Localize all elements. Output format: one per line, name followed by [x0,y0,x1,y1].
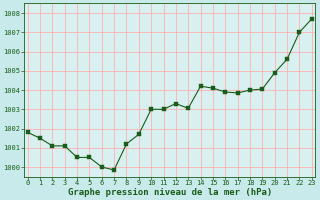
X-axis label: Graphe pression niveau de la mer (hPa): Graphe pression niveau de la mer (hPa) [68,188,272,197]
